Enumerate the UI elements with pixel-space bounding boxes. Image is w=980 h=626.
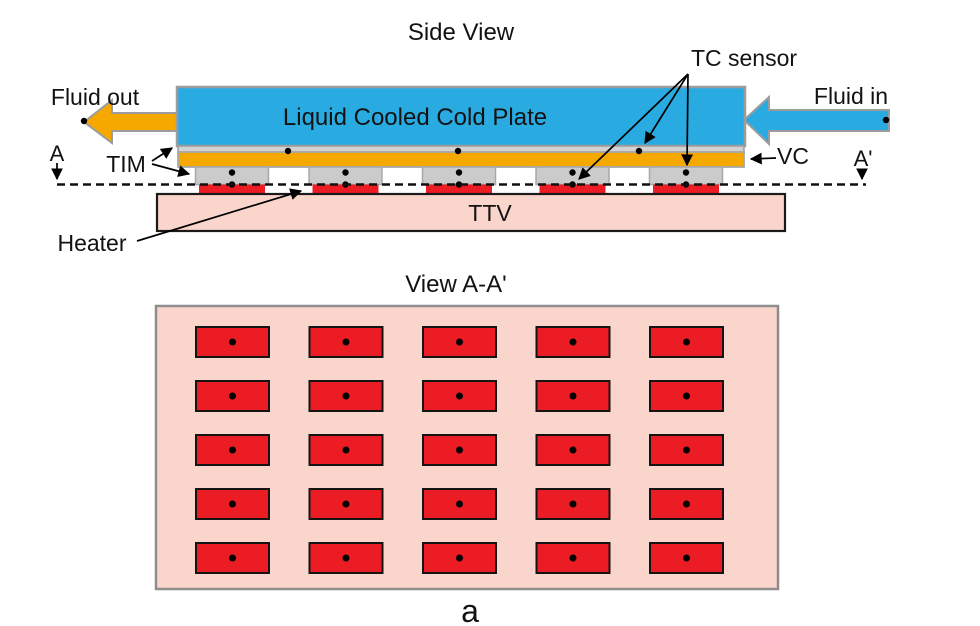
heater-cell-dot [342,500,350,508]
heater-film [312,184,379,193]
heater-cell-dot [342,392,350,400]
heater-cell-dot [342,446,350,454]
tim-leader-2 [151,163,191,177]
tc-dot-die [342,169,349,176]
heater-cell [308,326,384,358]
heater-cell-dot [456,500,463,508]
heater-cell-dot [342,554,350,562]
heater-film [426,184,492,193]
tc-sensor-leader-3 [578,73,689,180]
heater-cell-dot [229,338,236,346]
heater-cell-dot [229,554,236,562]
tc-dot-tim1 [635,147,643,155]
heater-cell-dot [229,392,236,400]
heater-cell-dot [683,338,690,346]
heater-grid [195,326,724,574]
vc-leader [749,152,777,165]
tc-dot-tim1 [284,147,292,155]
side-view-title: Side View [408,19,515,46]
section-marker-a-prime: A' [854,146,873,171]
heater-leader [136,188,303,242]
tim1-sensor-dots [284,147,643,155]
cold-plate-label: Liquid Cooled Cold Plate [283,104,547,131]
heater-cell-dot [683,446,690,454]
heater-cell-dot [569,338,577,346]
heater-film [653,184,719,193]
heater-film [199,184,265,193]
fluid-in-label: Fluid in [814,83,888,109]
heater-stack [194,166,724,193]
tc-sensor-leader-2 [681,73,694,167]
heater-cell-dot [569,554,577,562]
fluid-out-label: Fluid out [51,84,140,110]
heater-cell-dot [456,338,463,346]
fluid-in-port-dot [882,116,890,124]
heater-cell [649,542,724,574]
tc-dot-heater [569,181,576,188]
vc-layer [177,151,745,168]
tc-dot-tim1 [454,147,462,155]
heater-cell [649,326,724,358]
tc-dot-die [569,169,576,176]
tc-sensor-leader-1 [644,73,689,145]
ttv-label: TTV [468,200,512,226]
heater-label: Heater [57,230,126,256]
section-view-title: View A-A' [405,271,507,298]
heater-cell-dot [229,500,236,508]
section-marker-a: A [50,141,65,166]
figure-label: a [461,593,479,626]
heater-cell-dot [456,392,463,400]
tc-sensor-label: TC sensor [691,45,797,71]
heater-cell-dot [456,446,463,454]
heater-cell-dot [456,554,463,562]
heater-cell-dot [569,392,577,400]
heater-cell-dot [569,446,577,454]
heater-cell-dot [683,500,690,508]
heater-cell [535,326,611,358]
tim-label: TIM [106,151,146,177]
tc-dot-heater [455,181,463,188]
heater-cell-dot [229,446,236,454]
tc-dot-die [455,169,463,176]
heater-film [539,184,606,193]
fluid-out-port-dot [80,117,88,125]
tc-dot-die [228,169,236,176]
heater-cell-dot [683,392,690,400]
heater-cell-dot [569,500,577,508]
tim-leader-1 [151,147,173,162]
heater-cell-dot [342,338,350,346]
ttv-plate [155,192,787,233]
heater-cell-dot [683,554,690,562]
tc-dot-die [682,169,690,176]
vc-label: VC [777,143,809,169]
